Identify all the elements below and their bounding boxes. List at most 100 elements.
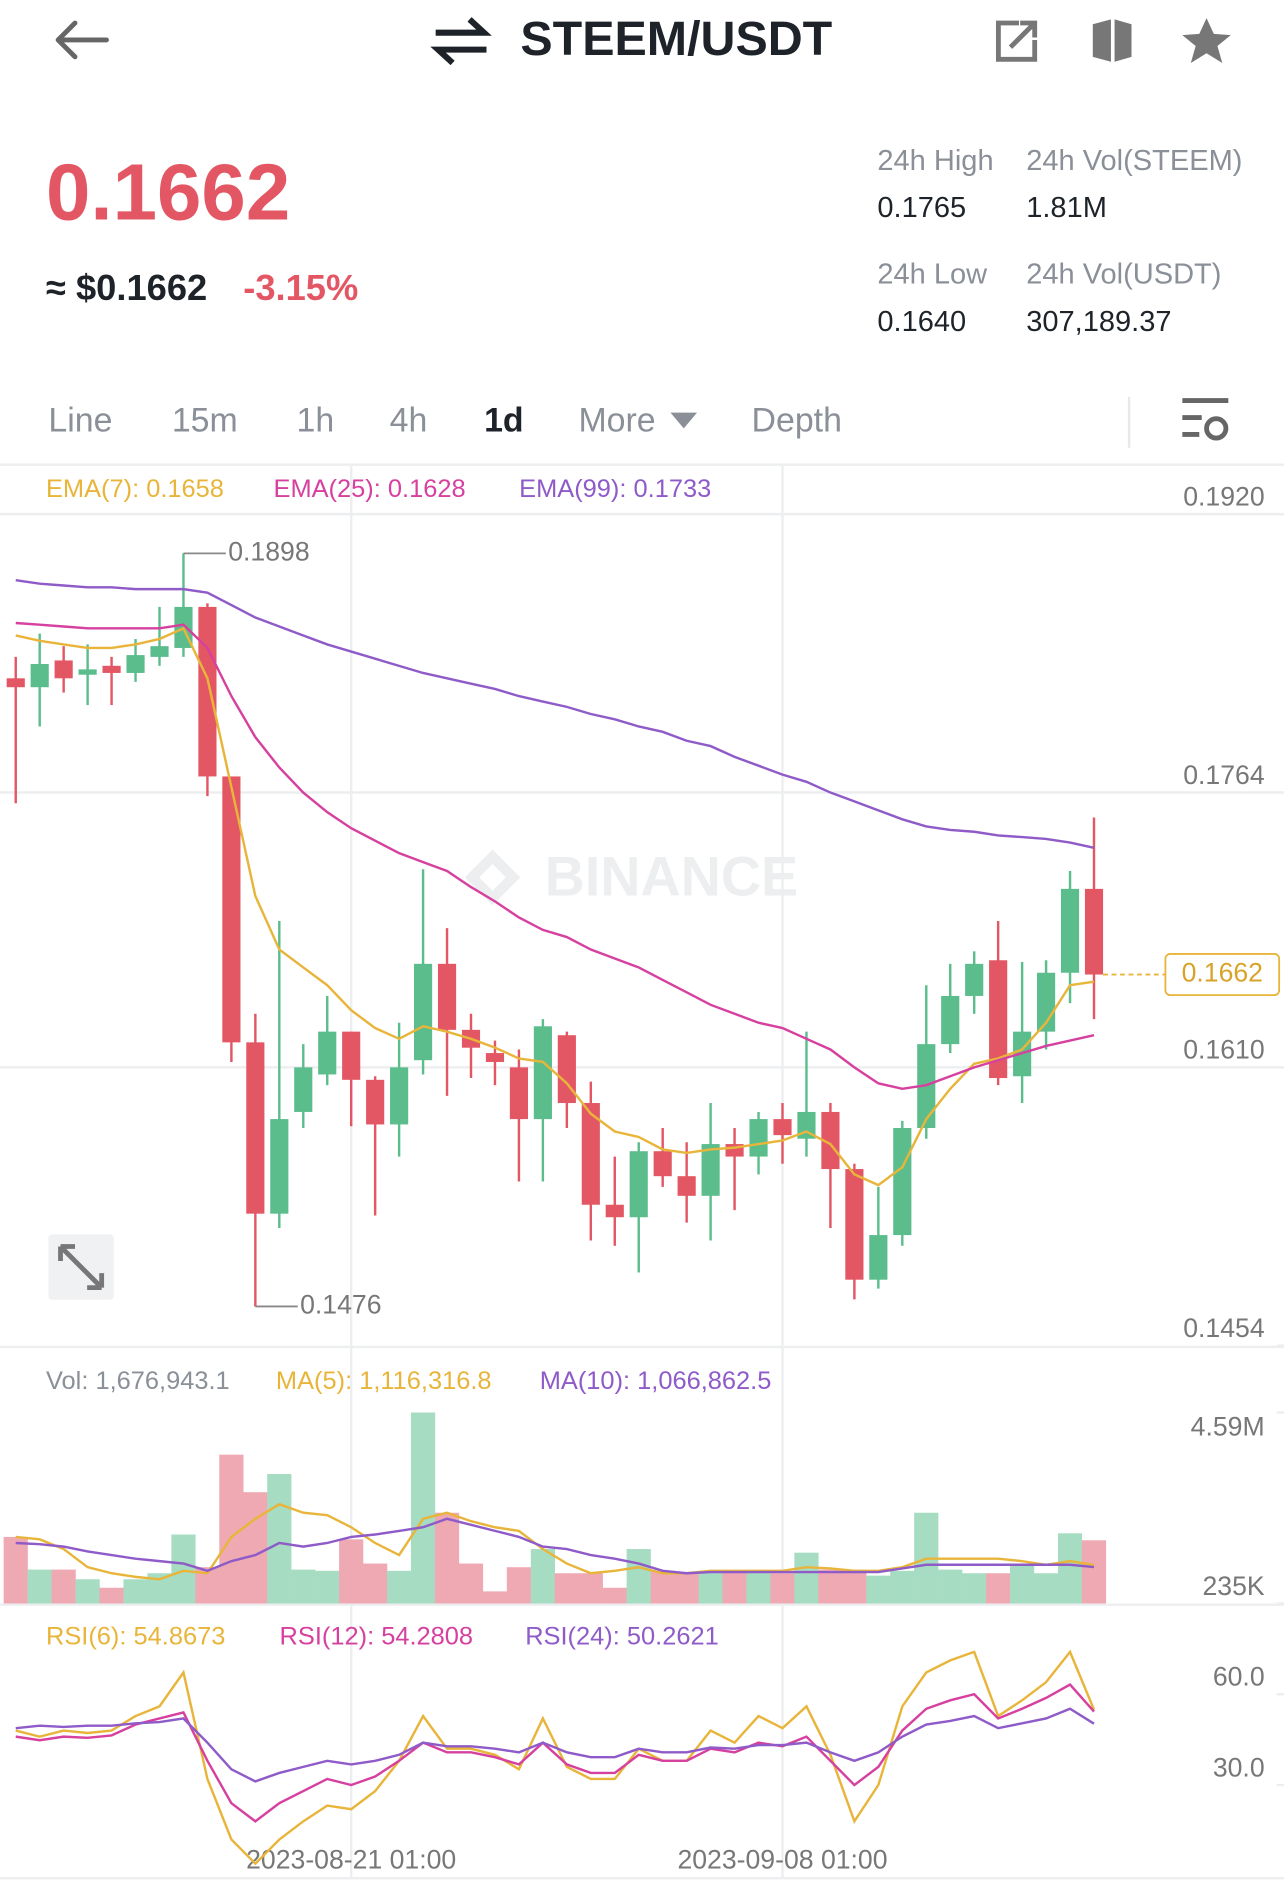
candle-body <box>653 1151 672 1177</box>
volume-bar <box>339 1539 364 1604</box>
volume-bar <box>387 1570 412 1604</box>
volume-bar <box>554 1573 579 1604</box>
interval-tab[interactable]: 15m <box>172 401 238 439</box>
last-price: 0.1662 <box>46 148 290 237</box>
volume-bar <box>1057 1533 1083 1604</box>
indicator-line <box>15 578 1095 850</box>
stat-label: 24h Vol(STEEM) <box>1026 145 1242 177</box>
candle-body <box>437 963 457 1030</box>
info-icon[interactable] <box>1092 19 1132 62</box>
volume-bar <box>962 1573 987 1604</box>
indicator-line <box>15 1517 1095 1575</box>
volume-bar <box>291 1569 316 1604</box>
volume-bar <box>986 1573 1011 1604</box>
y-tick-label: 60.0 <box>1213 1662 1265 1692</box>
legend-value: 1,066,862.5 <box>637 1367 771 1395</box>
interval-tab[interactable]: 1d <box>484 401 524 439</box>
candle-body <box>701 1144 720 1196</box>
candle-body <box>270 1119 289 1214</box>
fullscreen-button[interactable] <box>48 1234 114 1300</box>
volume-bar <box>1081 1540 1107 1604</box>
candle-body <box>941 995 960 1045</box>
watermark: BINANCE <box>545 846 799 908</box>
charts: 2023-08-21 01:00 2023-09-08 01:00 0.1920 0.… <box>0 465 1284 1879</box>
volume-bar <box>171 1534 196 1604</box>
y-tick-label: 4.59M <box>1191 1411 1265 1441</box>
back-button[interactable] <box>55 20 109 60</box>
legend-name: EMA(7) <box>46 475 132 503</box>
legend-sep: : <box>623 1367 637 1395</box>
dropdown-caret <box>670 412 698 429</box>
candle-body <box>773 1119 792 1136</box>
candle-body <box>6 678 25 688</box>
candle-body <box>342 1031 361 1080</box>
legend-entry: RSI(12): 54.2808 <box>280 1622 474 1650</box>
legend-sep: : <box>345 1367 359 1395</box>
y-tick-label: 0.1454 <box>1183 1313 1265 1343</box>
candle-body <box>414 963 433 1061</box>
favorite-icon[interactable] <box>1182 18 1231 63</box>
indicator-line <box>15 1649 1096 1866</box>
interval-tab[interactable]: 1h <box>296 401 334 439</box>
price-change: -3.15% <box>243 267 358 308</box>
volume-bar <box>650 1570 675 1604</box>
volume-bar <box>842 1569 867 1604</box>
candle-body <box>246 1042 265 1214</box>
swap-icon[interactable] <box>430 17 492 66</box>
depth-tab[interactable]: Depth <box>752 401 842 439</box>
volume-bar <box>626 1549 651 1604</box>
legend-sep: : <box>367 1622 381 1650</box>
candle-body <box>869 1235 888 1280</box>
y-tick-label: 30.0 <box>1213 1752 1265 1782</box>
indicator-line <box>15 1683 1095 1823</box>
volume-bar <box>267 1474 292 1604</box>
legend-value: 0.1733 <box>634 475 712 503</box>
volume-bar <box>530 1549 555 1604</box>
volume-bar <box>818 1569 843 1604</box>
candle-body <box>198 606 217 777</box>
legend-sep: : <box>81 1367 95 1395</box>
volume-bar <box>866 1575 891 1604</box>
more-tab[interactable]: More <box>578 401 655 439</box>
candle-body <box>821 1111 840 1170</box>
candle-body <box>1060 888 1080 973</box>
volume-bar <box>27 1569 52 1604</box>
legend-entry: EMA(99): 0.1733 <box>519 475 711 503</box>
legend-sep: : <box>613 1622 627 1650</box>
volume-bar <box>1010 1563 1035 1604</box>
legend-value: 0.1658 <box>146 475 224 503</box>
legend-sep: : <box>119 1622 133 1650</box>
legend-entry: EMA(25): 0.1628 <box>274 475 466 503</box>
y-tick-label: 0.1920 <box>1183 481 1264 511</box>
legend-value: 1,676,943.1 <box>95 1367 229 1395</box>
stat-value: 307,189.37 <box>1026 306 1171 338</box>
high-label: 0.1898 <box>228 536 309 566</box>
legend-value: 0.1628 <box>388 475 466 503</box>
legend-value: 50.2621 <box>627 1622 719 1650</box>
stat-value: 0.1640 <box>877 306 966 338</box>
candle-body <box>485 1053 505 1062</box>
interval-tab[interactable]: Line <box>48 401 112 439</box>
volume-bar <box>363 1563 388 1604</box>
legend-name: RSI(12) <box>280 1622 368 1650</box>
legend-entry: RSI(6): 54.8673 <box>46 1622 225 1650</box>
candle-body <box>605 1204 624 1218</box>
legend-name: RSI(24) <box>525 1622 613 1650</box>
candle-body <box>749 1119 768 1157</box>
legend-entry: EMA(7): 0.1658 <box>46 475 224 503</box>
last-price-box <box>1164 953 1281 997</box>
candle-body <box>78 669 97 675</box>
chart-settings-icon[interactable] <box>1182 398 1229 441</box>
legend-name: EMA(99) <box>519 475 619 503</box>
legend-name: MA(5) <box>276 1367 345 1395</box>
pair-title: STEEM/USDT <box>520 12 832 66</box>
volume-bar <box>434 1512 460 1604</box>
volume-bar <box>219 1454 244 1604</box>
volume-bar <box>243 1492 268 1604</box>
share-icon[interactable] <box>995 20 1038 62</box>
interval-tab[interactable]: 4h <box>390 401 428 439</box>
volume-bar <box>123 1579 148 1604</box>
legend-entry: RSI(24): 50.2621 <box>525 1622 719 1650</box>
